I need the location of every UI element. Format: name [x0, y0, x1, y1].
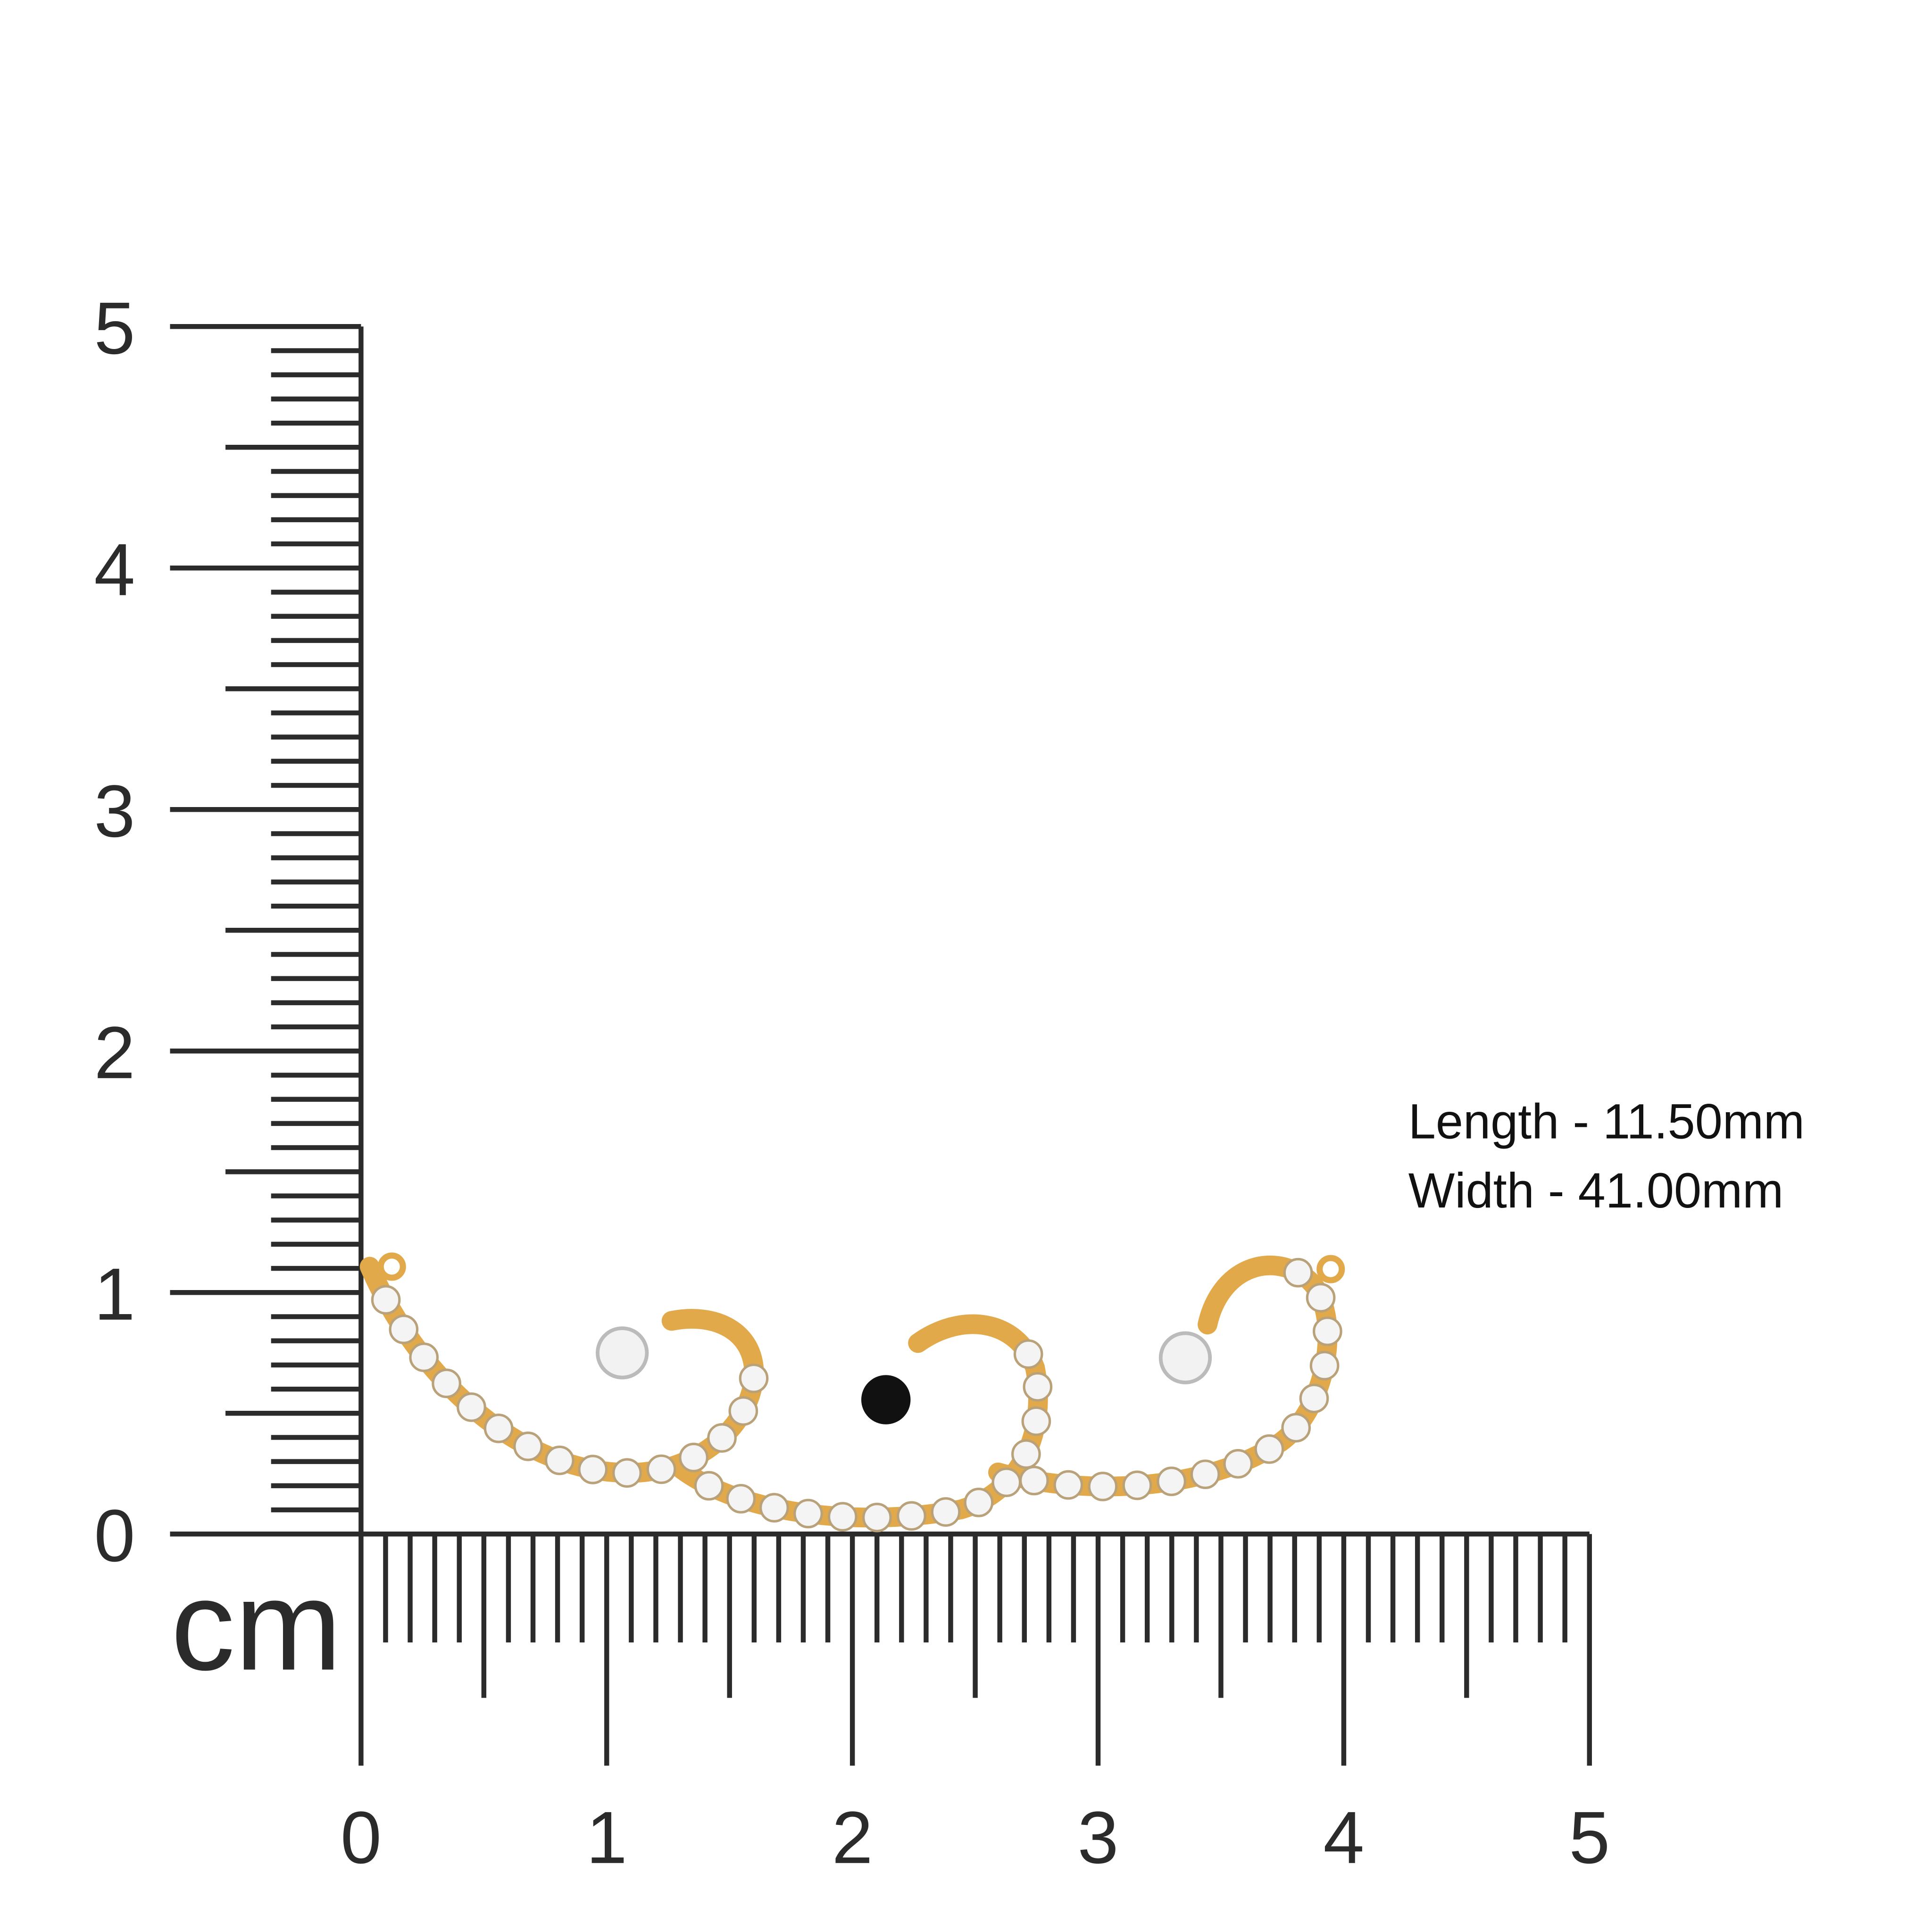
pave-diamond	[964, 1487, 994, 1517]
pave-diamond	[1313, 1316, 1342, 1346]
diamond	[596, 1326, 649, 1380]
pave-diamond	[544, 1445, 575, 1475]
pave-diamond	[862, 1502, 892, 1532]
pave-diamond	[1122, 1470, 1152, 1500]
pave-diamond	[389, 1315, 419, 1344]
pave-diamond	[1019, 1466, 1049, 1496]
stones	[371, 1257, 1342, 1532]
pave-diamond	[726, 1484, 756, 1514]
pave-diamond	[759, 1493, 789, 1523]
ruler-label: 5	[1569, 1797, 1610, 1879]
ruler-label: 4	[94, 529, 135, 611]
pave-diamond	[1013, 1339, 1043, 1369]
ruler-label: 1	[586, 1797, 627, 1879]
pave-diamond	[739, 1363, 769, 1393]
pave-diamond	[897, 1501, 926, 1531]
jump-ring	[1316, 1255, 1345, 1283]
ruler-label: 3	[94, 770, 135, 853]
pave-diamond	[1254, 1434, 1284, 1464]
length-label: Length - 11.50mm	[1408, 1094, 1805, 1149]
pave-diamond	[457, 1392, 486, 1422]
pave-diamond	[931, 1497, 961, 1527]
pave-diamond	[578, 1455, 608, 1484]
ruler-label: 2	[832, 1797, 873, 1879]
pave-diamond	[991, 1467, 1022, 1497]
ruler: 0 1 2 3 4 5 0 1 2 3 4 5	[94, 287, 1610, 1879]
ruler-label: 5	[94, 287, 135, 370]
pave-diamond	[707, 1423, 737, 1453]
pave-diamond	[483, 1413, 514, 1443]
unit-label: cm	[171, 1554, 341, 1697]
pave-diamond	[827, 1502, 858, 1532]
jump-ring	[377, 1252, 406, 1281]
ruler-label: 3	[1077, 1797, 1118, 1879]
pave-diamond	[679, 1442, 708, 1473]
pave-diamond	[1283, 1257, 1313, 1288]
pave-diamond	[1190, 1459, 1220, 1490]
pave-diamond	[1011, 1439, 1041, 1469]
pave-diamond	[1306, 1282, 1336, 1313]
black-bead	[861, 1375, 911, 1424]
pave-diamond	[1309, 1350, 1340, 1381]
pave-diamond	[1021, 1406, 1051, 1436]
pave-diamond	[728, 1396, 758, 1426]
pave-diamond	[371, 1285, 401, 1315]
ruler-label: 1	[94, 1253, 135, 1336]
ruler-label: 2	[94, 1012, 135, 1094]
diamond	[1158, 1331, 1212, 1384]
necklace	[359, 1252, 1345, 1532]
pave-diamond	[793, 1499, 823, 1529]
pave-diamond	[1023, 1372, 1053, 1402]
ruler-label: 4	[1323, 1797, 1364, 1879]
pave-diamond	[1157, 1466, 1186, 1496]
pave-diamond	[513, 1432, 543, 1461]
pave-diamond	[694, 1471, 724, 1501]
pave-diamond	[1281, 1413, 1311, 1443]
pave-diamond	[432, 1368, 461, 1399]
width-label: Width - 41.00mm	[1408, 1163, 1783, 1218]
ruler-label: 0	[341, 1797, 382, 1879]
ruler-label: 0	[94, 1495, 135, 1577]
pave-diamond	[409, 1342, 439, 1372]
pave-diamond	[1053, 1470, 1083, 1500]
pave-diamond	[1223, 1449, 1253, 1479]
pave-diamond	[1088, 1472, 1118, 1501]
pave-diamond	[1299, 1383, 1329, 1414]
pave-diamond	[646, 1454, 676, 1484]
pave-diamond	[612, 1458, 642, 1488]
